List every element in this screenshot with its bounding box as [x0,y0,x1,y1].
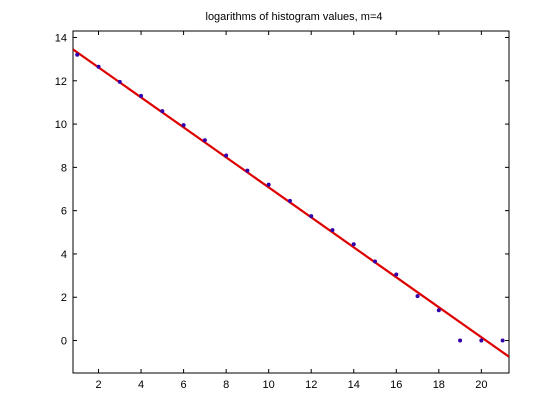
series-group [73,48,509,358]
y-tick-label: 2 [61,292,67,304]
data-point [117,79,122,84]
y-tick-label: 12 [55,76,67,88]
data-point [75,52,80,57]
y-tick-label: 0 [61,336,67,348]
data-point [224,153,229,158]
data-point [181,123,186,128]
data-point [160,109,165,114]
data-point [96,64,101,69]
x-axis: 2 4 6 8 10 12 14 16 18 20 [95,31,487,391]
data-point [351,242,356,247]
data-point [139,93,144,98]
series-layer [73,48,509,358]
data-point [309,214,314,219]
y-tick-label: 10 [55,119,67,131]
y-axis: 0 2 4 6 8 10 12 14 [55,32,509,348]
data-point [330,228,335,233]
x-tick-label: 10 [263,379,275,391]
x-tick-label: 8 [223,379,229,391]
data-point [415,294,420,299]
y-tick-label: 6 [61,206,67,218]
data-point [266,182,271,187]
y-tick-label: 4 [61,249,67,261]
x-tick-label: 2 [95,379,101,391]
data-point [202,138,207,143]
y-tick-label: 14 [55,32,67,44]
x-tick-label: 18 [433,379,445,391]
data-point [479,338,484,343]
data-point [394,272,399,277]
data-point [245,168,250,173]
x-tick-label: 6 [181,379,187,391]
data-point [287,198,292,203]
x-tick-label: 14 [348,379,360,391]
data-point [373,259,378,264]
data-point [500,338,505,343]
fit-line [73,48,509,358]
x-tick-label: 4 [138,379,144,391]
x-tick-label: 20 [475,379,487,391]
x-tick-label: 12 [305,379,317,391]
data-point [436,308,441,313]
y-tick-label: 8 [61,162,67,174]
chart-title: logarithms of histogram values, m=4 [206,11,383,23]
x-tick-label: 16 [390,379,402,391]
data-point [458,338,463,343]
